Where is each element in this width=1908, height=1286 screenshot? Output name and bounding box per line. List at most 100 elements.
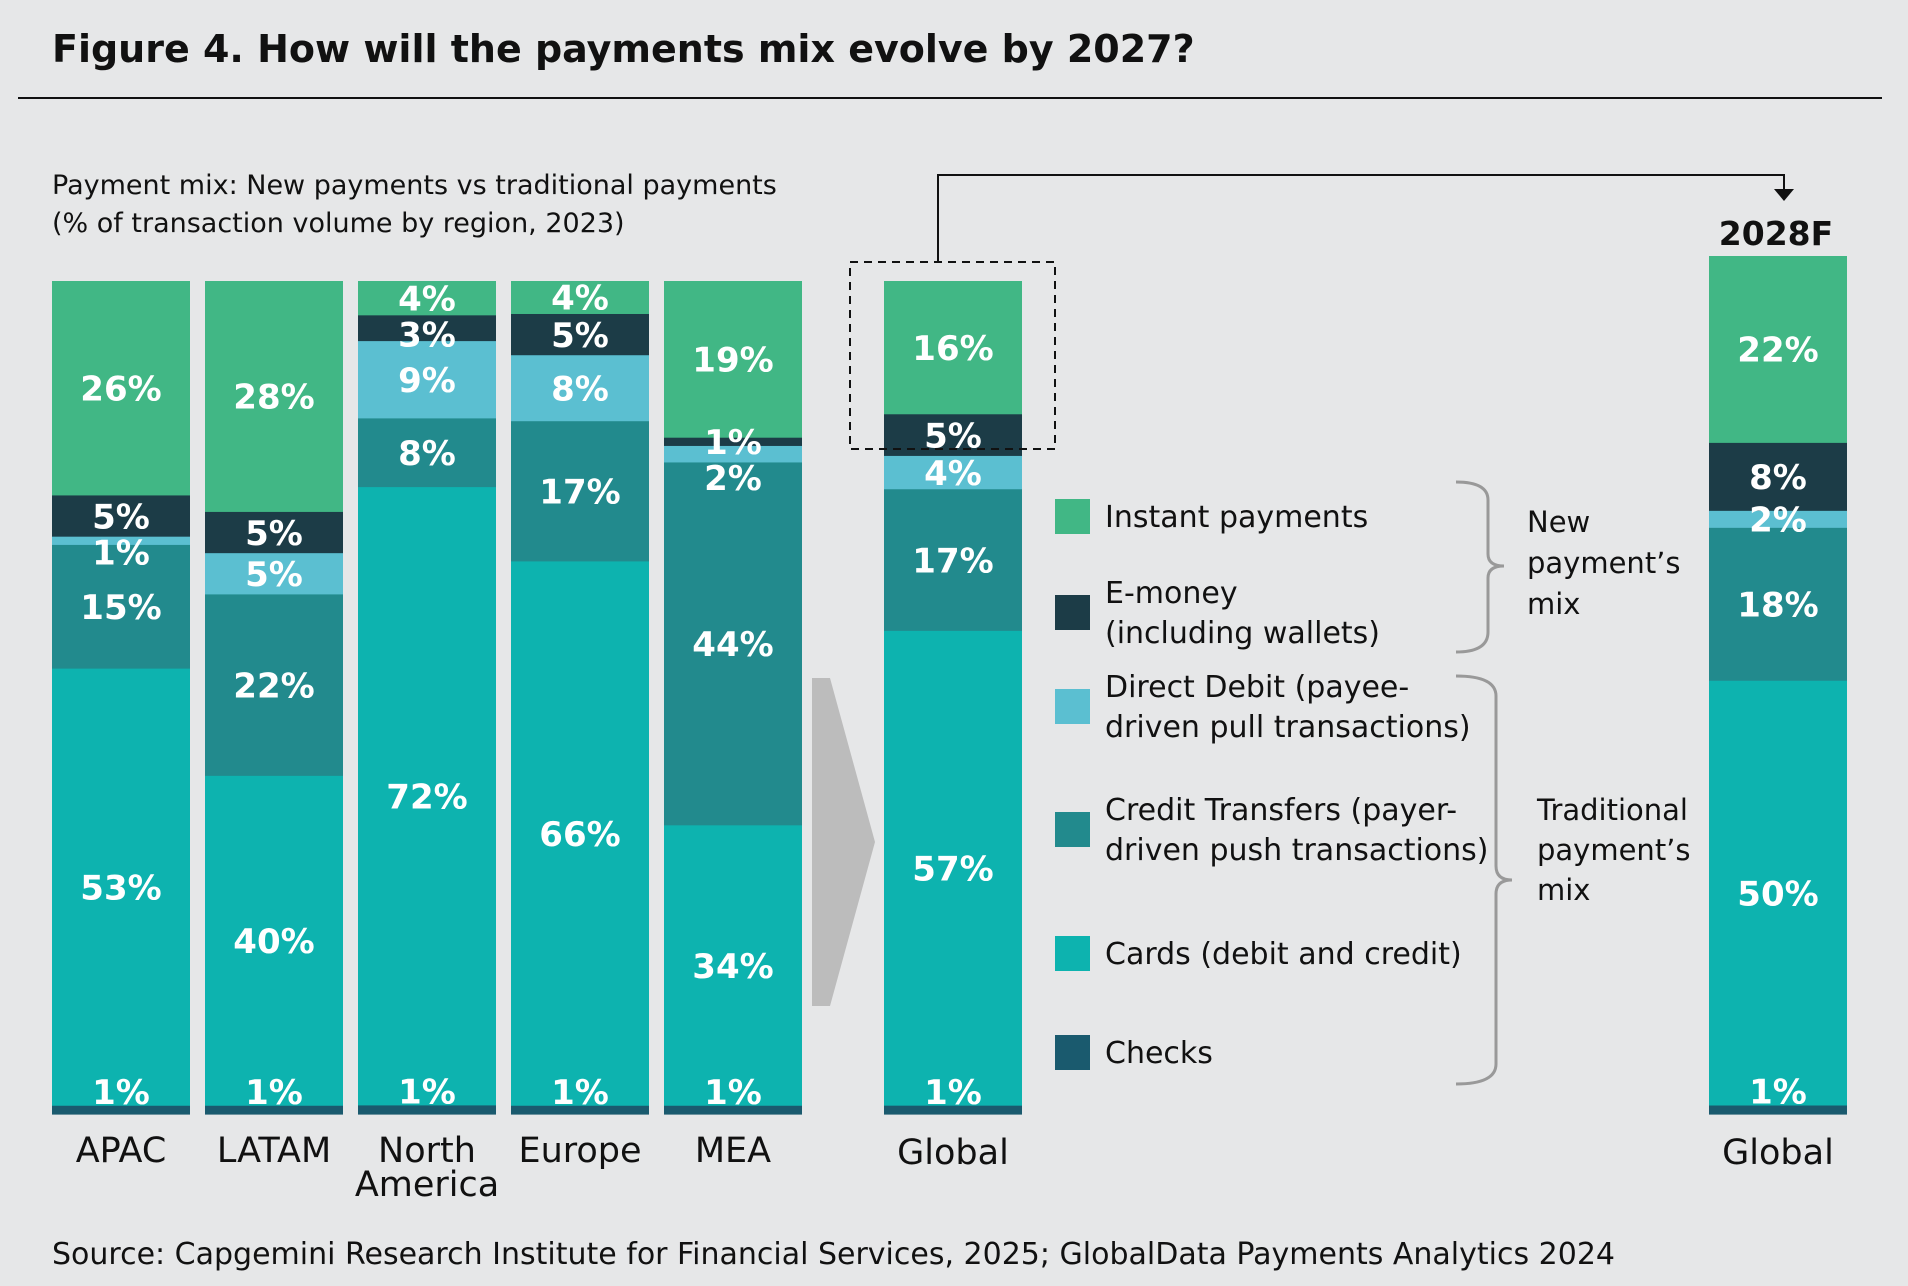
category-label: Global [897,1133,1009,1173]
legend-item-credit-transfers: Credit Transfers (payer-driven push tran… [1055,793,1489,868]
legend-swatch [1055,812,1090,847]
bar-segment-cards [1709,680,1847,1107]
data-label-direct-debit: 5% [245,555,303,595]
bar-segment-checks [1709,1105,1847,1115]
bar-segment-checks [664,1105,802,1115]
forecast-label: 2028F [1719,214,1833,253]
category-label: America [355,1165,499,1205]
bar-segment-checks [358,1105,496,1115]
legend-item-instant: Instant payments [1055,499,1368,535]
bar-segment-instant [884,281,1022,415]
legend-swatch [1055,689,1090,724]
new-mix-line: payment’s [1527,546,1681,580]
traditional-mix-brace [1455,674,1513,1086]
bar-segment-instant [1709,256,1847,444]
data-label-instant: 16% [912,329,993,369]
bar-segment-emoney [664,437,802,447]
data-label-credit-transfers: 18% [1737,586,1818,626]
bar-segment-credit-transfers [664,462,802,826]
bar-segment-credit-transfers [1709,527,1847,682]
bar-segment-direct-debit [884,455,1022,490]
category-label: LATAM [217,1131,331,1171]
data-label-credit-transfers: 8% [398,434,456,474]
bar-segment-direct-debit [205,553,343,596]
legend-label: Instant payments [1105,500,1368,535]
bar-segment-instant [52,281,190,497]
chart-subtitle-line1: Payment mix: New payments vs traditional… [52,170,777,201]
data-label-direct-debit: 9% [398,361,456,401]
bar-segment-direct-debit [511,355,649,422]
bar-segment-cards [205,775,343,1107]
data-label-checks: 1% [398,1073,456,1113]
bar-segment-checks [205,1105,343,1115]
bar-segment-credit-transfers [205,594,343,777]
new-mix-brace [1455,480,1505,654]
traditional-mix-line: payment’s [1537,833,1691,867]
connector-line [937,174,1785,262]
legend-swatch [1055,595,1090,630]
bar-segment-emoney [1709,442,1847,512]
highlight-dashed-box [849,261,1056,450]
bar-global-2023: 16% 5%4% 17% 57% 1% [884,281,1022,1115]
bar-apac-2023: 26%5%1%15%53%1% [52,281,190,1115]
bar-segment-credit-transfers [511,421,649,563]
legend-label: Credit Transfers (payer- [1105,793,1457,828]
data-label-cards: 34% [692,947,773,987]
legend-swatch [1055,499,1090,534]
data-label-instant: 4% [398,279,456,319]
bar-north-america-2023: 4%3% 9% 8% 72% 1% [358,279,496,1115]
legend-item-checks: Checks [1055,1035,1213,1071]
legend-label: driven pull transactions) [1105,710,1471,745]
new-mix-line: New [1527,505,1590,539]
bar-segment-checks [52,1105,190,1115]
data-label-checks: 1% [245,1073,303,1113]
bar-segment-cards [358,487,496,1107]
data-label-emoney: 5% [924,416,982,456]
data-label-cards: 53% [80,868,161,908]
data-label-checks: 1% [704,1073,762,1113]
data-label-credit-transfers: 22% [233,666,314,706]
traditional-mix-label: Traditional payment’s mix [1536,793,1700,907]
data-label-credit-transfers: 17% [539,473,620,513]
bar-segment-checks [511,1105,649,1115]
bar-global-2028f: 22% 8%2% 18% 50% 1% [1709,256,1847,1115]
bar-segment-emoney [511,313,649,356]
data-label-checks: 1% [92,1073,150,1113]
category-label: Global [1722,1133,1834,1173]
data-label-cards: 66% [539,815,620,855]
legend-label: Checks [1105,1036,1213,1071]
new-mix-line: mix [1527,587,1580,621]
data-label-direct-debit: 2% [704,459,762,499]
figure-title: Figure 4. How will the payments mix evol… [52,27,1195,71]
bar-segment-emoney [52,495,190,538]
bar-segment-instant [664,281,802,439]
data-label-emoney: 8% [1749,458,1807,498]
data-label-emoney: 5% [551,316,609,356]
data-label-checks: 1% [551,1073,609,1113]
legend-item-emoney: E-money (including wallets) [1055,576,1380,651]
bars-layer: 26%5%1%15%53%1%28%5%5%22%40%1%4%3%9%8%72… [52,256,1847,1115]
data-label-checks: 1% [924,1073,982,1113]
data-label-cards: 72% [386,777,467,817]
legend-item-direct-debit: Direct Debit (payee-driven pull transact… [1055,670,1471,745]
bar-segment-cards [884,630,1022,1107]
data-label-direct-debit: 8% [551,369,609,409]
data-label-cards: 57% [912,850,993,890]
data-label-direct-debit: 2% [1749,501,1807,541]
traditional-mix-line: Traditional [1536,793,1688,827]
chart-subtitle-line2: (% of transaction volume by region, 2023… [52,208,625,239]
legend-swatch [1055,1035,1090,1070]
legend-swatch [1055,936,1090,971]
source-note: Source: Capgemini Research Institute for… [52,1237,1615,1272]
bar-segment-credit-transfers [52,544,190,670]
transition-arrow [812,678,875,1006]
category-label: North [378,1131,476,1171]
legend-label: driven push transactions) [1105,833,1489,868]
data-label-emoney: 1% [704,423,762,463]
data-label-direct-debit: 1% [92,533,150,573]
data-label-emoney: 5% [245,514,303,554]
bar-segment-direct-debit [52,536,190,546]
